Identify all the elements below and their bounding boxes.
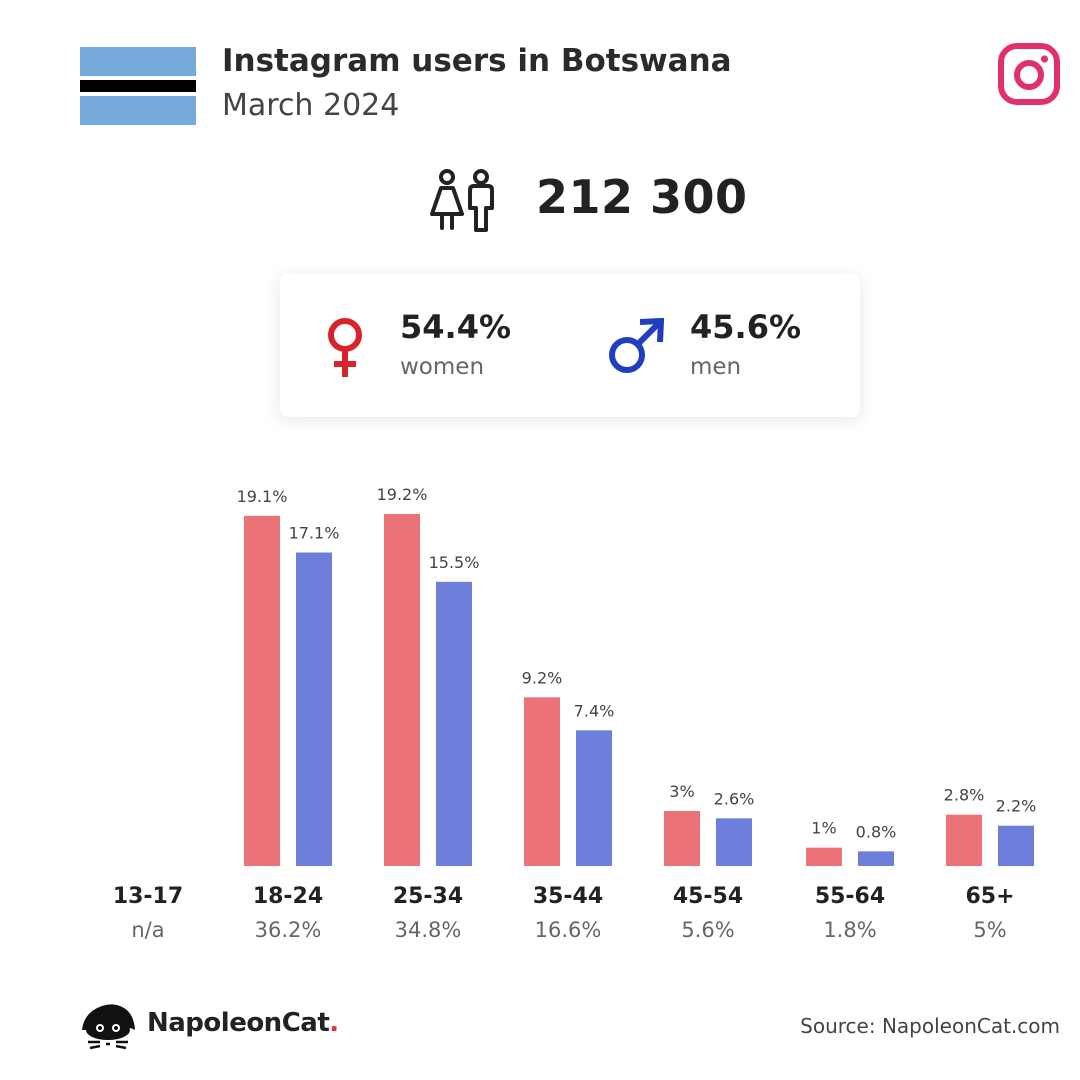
- brand-dot: .: [329, 1008, 339, 1038]
- bar-value-label: 17.1%: [289, 524, 340, 543]
- bar-value-label: 9.2%: [522, 668, 563, 687]
- napoleoncat-logo-icon: [82, 1004, 135, 1050]
- age-category-label: 13-17: [112, 884, 184, 909]
- page-subtitle: March 2024: [222, 88, 400, 123]
- age-category-total: 5.6%: [681, 918, 735, 942]
- gender-split-card: 54.4% women 45.6% men: [280, 274, 860, 417]
- people-icon: [430, 169, 494, 232]
- instagram-icon: [998, 43, 1060, 105]
- bar-45-54-women: [664, 811, 700, 866]
- bar-35-44-women: [524, 697, 560, 866]
- source-credit: Source: NapoleonCat.com: [800, 1014, 1060, 1038]
- age-category-total: 5%: [973, 918, 1007, 942]
- age-category-total: 36.2%: [254, 918, 322, 942]
- age-category-label: 55-64: [814, 884, 886, 909]
- bar-18-24-women: [244, 515, 280, 866]
- bar-25-34-women: [384, 514, 420, 866]
- page-title: Instagram users in Botswana: [222, 43, 732, 79]
- men-percent: 45.6%: [690, 308, 802, 346]
- age-category-label: 18-24: [252, 884, 324, 909]
- female-symbol-icon: [328, 318, 362, 377]
- bar-value-label: 7.4%: [574, 701, 615, 720]
- bar-value-label: 0.8%: [856, 822, 897, 841]
- men-label: men: [690, 354, 742, 380]
- age-category-label: 35-44: [532, 884, 604, 909]
- bar-55-64-women: [806, 847, 842, 866]
- age-category-label: 45-54: [672, 884, 744, 909]
- women-percent: 54.4%: [400, 308, 512, 346]
- age-category-total: n/a: [131, 918, 165, 942]
- bar-value-label: 19.2%: [377, 485, 428, 504]
- male-symbol-icon: [609, 318, 664, 373]
- bar-value-label: 2.2%: [996, 797, 1037, 816]
- bar-value-label: 3%: [669, 782, 694, 801]
- bar-18-24-men: [296, 552, 332, 866]
- women-label: women: [400, 354, 485, 380]
- age-category-label: 65+: [965, 884, 1015, 909]
- bar-value-label: 15.5%: [429, 553, 480, 572]
- age-category-total: 1.8%: [823, 918, 877, 942]
- bar-55-64-men: [858, 851, 894, 866]
- bar-65+-women: [946, 814, 982, 866]
- bar-value-label: 2.8%: [944, 786, 985, 805]
- bar-value-label: 1%: [811, 819, 836, 838]
- bar-value-label: 2.6%: [714, 789, 755, 808]
- bar-35-44-men: [576, 730, 612, 866]
- age-gender-bar-chart: 19.1%17.1% 19.2% 15.5% 9.2% 7.4% 3% 2.6% 1% 0.8%…: [237, 485, 1037, 866]
- total-users-value: 212 300: [536, 170, 748, 224]
- brand-name-text: NapoleonCat: [147, 1008, 330, 1038]
- bar-25-34-men: [436, 581, 472, 866]
- bar-65+-men: [998, 825, 1034, 866]
- age-category-label: 25-34: [392, 884, 464, 909]
- age-category-total: 34.8%: [394, 918, 462, 942]
- botswana-flag-icon: [80, 47, 196, 125]
- bar-value-label: 19.1%: [237, 487, 288, 506]
- brand-name: NapoleonCat.: [147, 1008, 339, 1038]
- bar-45-54-men: [716, 818, 752, 866]
- age-category-total: 16.6%: [534, 918, 602, 942]
